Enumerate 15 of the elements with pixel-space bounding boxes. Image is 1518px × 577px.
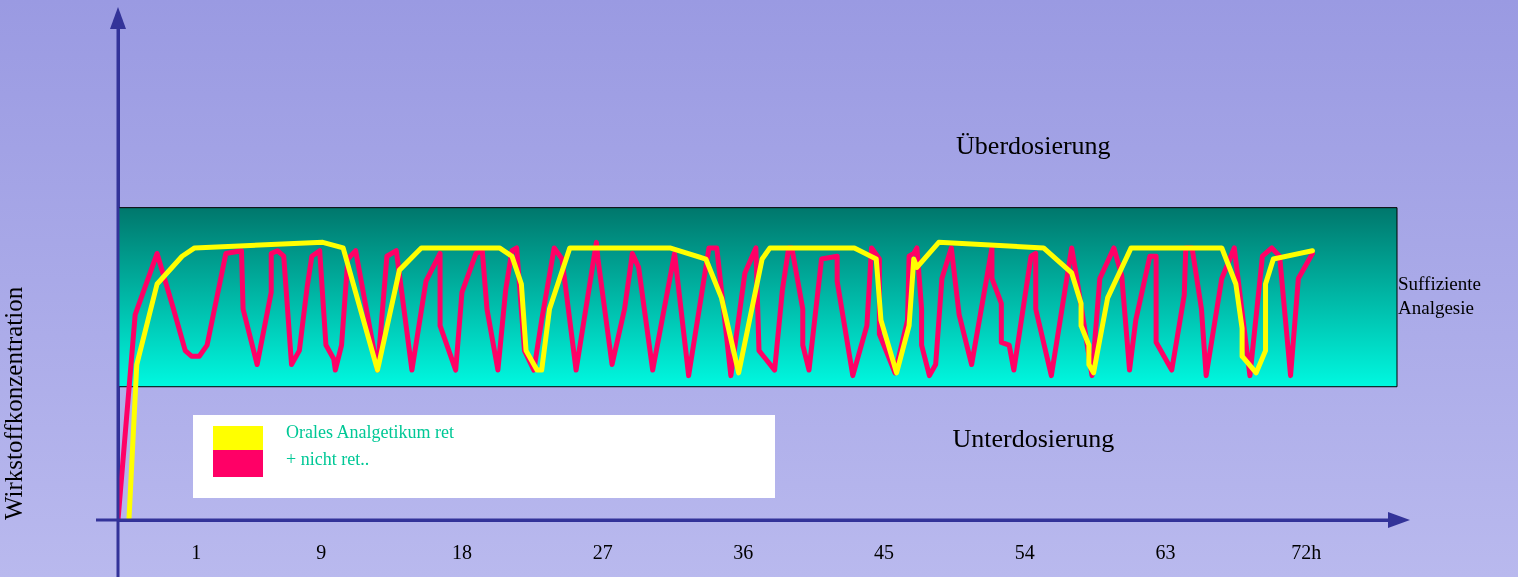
y-axis-title: Wirkstoffkonzentration xyxy=(0,286,27,520)
x-tick-label: 1 xyxy=(191,541,202,564)
x-tick-label: 27 xyxy=(592,541,613,564)
text: Überdosierung xyxy=(956,131,1111,161)
x-tick-label: 18 xyxy=(451,541,472,564)
legend-label: Orales Analgetikum ret xyxy=(286,421,454,444)
x-tick-label: 72h xyxy=(1291,541,1322,564)
x-tick-label: 63 xyxy=(1155,541,1176,564)
x-tick-label: 36 xyxy=(733,541,754,564)
legend-label: + nicht ret.. xyxy=(286,448,371,471)
x-tick-label: 45 xyxy=(874,541,895,564)
annotation: Unterdosierung xyxy=(952,423,1115,453)
band-label: Suffiziente Analgesie xyxy=(1398,273,1482,319)
x-tick-label: 9 xyxy=(316,541,327,564)
x-tick-label: 54 xyxy=(1014,541,1035,564)
